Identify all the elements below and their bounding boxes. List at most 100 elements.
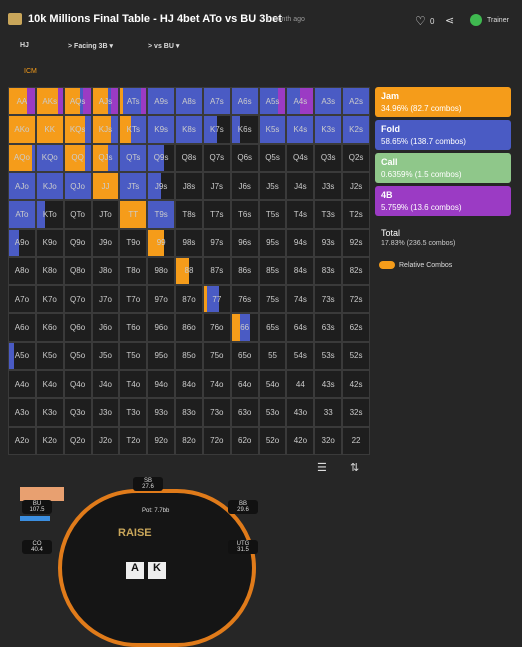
hand-cell[interactable]: 65s xyxy=(258,313,287,342)
hand-cell[interactable]: T5s xyxy=(258,200,287,229)
hand-cell[interactable]: Q2s xyxy=(342,143,370,172)
hand-cell[interactable]: 22 xyxy=(342,426,370,455)
hand-cell[interactable]: J9o xyxy=(91,228,120,257)
toggle[interactable] xyxy=(379,261,395,269)
hand-cell[interactable]: T2o xyxy=(119,426,148,455)
hand-cell[interactable]: Q9s xyxy=(147,143,176,172)
hand-cell[interactable]: 75s xyxy=(258,285,287,314)
trainer-icon[interactable] xyxy=(470,14,482,26)
hand-cell[interactable]: 43o xyxy=(286,398,315,427)
hand-cell[interactable]: 84s xyxy=(286,256,315,286)
hand-cell[interactable]: Q6s xyxy=(230,143,259,172)
hand-cell[interactable]: A2o xyxy=(8,426,36,455)
hand-cell[interactable]: AJo xyxy=(8,171,36,201)
hand-cell[interactable]: Q4o xyxy=(63,370,92,399)
hand-cell[interactable]: K3o xyxy=(35,398,64,427)
hand-cell[interactable]: 82s xyxy=(342,256,370,286)
hand-cell[interactable]: A9o xyxy=(8,228,36,257)
hand-cell[interactable]: A3s xyxy=(314,87,343,116)
hand-cell[interactable]: T6s xyxy=(230,200,259,229)
hand-cell[interactable]: A7s xyxy=(202,87,231,116)
hand-cell[interactable]: T6o xyxy=(119,313,148,342)
hand-cell[interactable]: KQs xyxy=(63,115,92,144)
hand-cell[interactable]: 33 xyxy=(314,398,343,427)
hand-cell[interactable]: KJo xyxy=(35,171,64,201)
hand-cell[interactable]: 42o xyxy=(286,426,315,455)
hand-cell[interactable]: 96o xyxy=(147,313,176,342)
hand-cell[interactable]: JTs xyxy=(119,171,148,201)
hand-cell[interactable]: QTs xyxy=(119,143,148,172)
hand-cell[interactable]: A4s xyxy=(286,87,315,116)
hand-cell[interactable]: JJ xyxy=(91,171,120,201)
hand-cell[interactable]: A5o xyxy=(8,341,36,371)
hand-cell[interactable]: 83o xyxy=(175,398,203,427)
hand-cell[interactable]: JTo xyxy=(91,200,120,229)
hand-cell[interactable]: 53o xyxy=(258,398,287,427)
hand-cell[interactable]: Q4s xyxy=(286,143,315,172)
hand-cell[interactable]: 64o xyxy=(230,370,259,399)
hand-cell[interactable]: A7o xyxy=(8,285,36,314)
hand-cell[interactable]: 76o xyxy=(202,313,231,342)
hand-cell[interactable]: K2s xyxy=(342,115,370,144)
hand-cell[interactable]: 77 xyxy=(202,285,231,314)
list-icon[interactable]: ☰ xyxy=(317,462,327,474)
hand-cell[interactable]: K6o xyxy=(35,313,64,342)
hand-cell[interactable]: Q7o xyxy=(63,285,92,314)
hand-cell[interactable]: AQs xyxy=(63,87,92,116)
hand-cell[interactable]: 32s xyxy=(342,398,370,427)
nav-vs[interactable]: > vs BU ▾ xyxy=(148,43,180,50)
hand-cell[interactable]: 94s xyxy=(286,228,315,257)
hand-cell[interactable]: K3s xyxy=(314,115,343,144)
hand-cell[interactable]: 43s xyxy=(314,370,343,399)
hand-cell[interactable]: 92o xyxy=(147,426,176,455)
hand-cell[interactable]: 97s xyxy=(202,228,231,257)
hand-cell[interactable]: 86o xyxy=(175,313,203,342)
like-icon[interactable]: ♡ xyxy=(415,14,426,28)
hand-cell[interactable]: J3s xyxy=(314,171,343,201)
hand-cell[interactable]: 42s xyxy=(342,370,370,399)
hand-cell[interactable]: A8o xyxy=(8,256,36,286)
hand-cell[interactable]: Q9o xyxy=(63,228,92,257)
hand-cell[interactable]: Q3s xyxy=(314,143,343,172)
hand-cell[interactable]: J7o xyxy=(91,285,120,314)
hand-cell[interactable]: QJs xyxy=(91,143,120,172)
hand-cell[interactable]: QJo xyxy=(63,171,92,201)
hand-cell[interactable]: 52o xyxy=(258,426,287,455)
nav-hj[interactable]: HJ xyxy=(20,42,29,49)
hand-cell[interactable]: T8s xyxy=(175,200,203,229)
hand-cell[interactable]: 76s xyxy=(230,285,259,314)
hand-cell[interactable]: J8s xyxy=(175,171,203,201)
hand-cell[interactable]: 73s xyxy=(314,285,343,314)
hand-cell[interactable]: 86s xyxy=(230,256,259,286)
hand-cell[interactable]: A3o xyxy=(8,398,36,427)
nav-facing[interactable]: > Facing 3B ▾ xyxy=(68,43,113,50)
hand-cell[interactable]: K4s xyxy=(286,115,315,144)
hand-cell[interactable]: 85s xyxy=(258,256,287,286)
share-icon[interactable]: ⋖ xyxy=(445,15,455,27)
hand-cell[interactable]: 65o xyxy=(230,341,259,371)
hand-cell[interactable]: 32o xyxy=(314,426,343,455)
hand-cell[interactable]: A6o xyxy=(8,313,36,342)
hand-cell[interactable]: KK xyxy=(35,115,64,144)
hand-cell[interactable]: K8s xyxy=(175,115,203,144)
hand-cell[interactable]: T9s xyxy=(147,200,176,229)
hand-cell[interactable]: A9s xyxy=(147,87,176,116)
hand-cell[interactable]: A6s xyxy=(230,87,259,116)
hand-cell[interactable]: J4s xyxy=(286,171,315,201)
hand-cell[interactable]: 72o xyxy=(202,426,231,455)
hand-cell[interactable]: J6s xyxy=(230,171,259,201)
hand-cell[interactable]: J2s xyxy=(342,171,370,201)
hand-cell[interactable]: T5o xyxy=(119,341,148,371)
hand-cell[interactable]: 72s xyxy=(342,285,370,314)
hand-cell[interactable]: 66 xyxy=(230,313,259,342)
hand-cell[interactable]: Q8o xyxy=(63,256,92,286)
hand-cell[interactable]: 88 xyxy=(175,256,203,286)
hand-cell[interactable]: Q5o xyxy=(63,341,92,371)
hand-cell[interactable]: A5s xyxy=(258,87,287,116)
hand-cell[interactable]: 98s xyxy=(175,228,203,257)
hand-cell[interactable]: ATo xyxy=(8,200,36,229)
hand-cell[interactable]: T3s xyxy=(314,200,343,229)
hand-cell[interactable]: 99 xyxy=(147,228,176,257)
hand-cell[interactable]: 84o xyxy=(175,370,203,399)
hand-cell[interactable]: K2o xyxy=(35,426,64,455)
